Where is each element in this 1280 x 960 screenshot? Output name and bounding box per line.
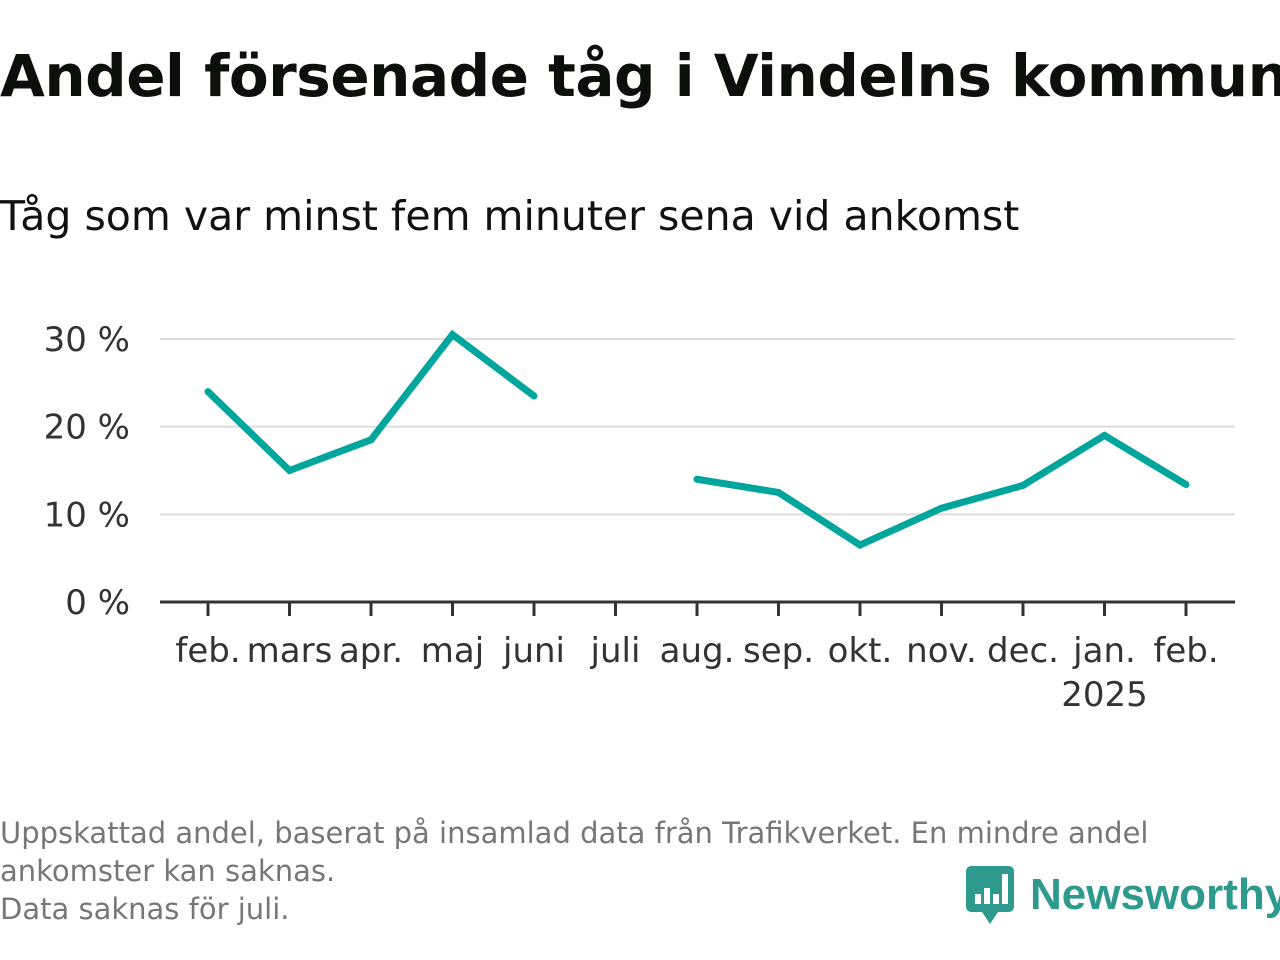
x-tick-label: okt. (828, 631, 893, 671)
x-tick-label: juni (502, 631, 565, 671)
chart-footnote: Uppskattad andel, baserat på insamlad da… (0, 814, 1270, 928)
x-tick-label: mars (247, 631, 333, 671)
line-chart: 0 %10 %20 %30 % feb. mars apr. maj juni juli a… (44, 320, 1235, 715)
y-tick-label: 10 % (44, 495, 130, 535)
footnote-line-missing: ankomster kan saknas. (0, 854, 336, 888)
chart-title: Andel försenade tåg i Vindelns kommun (0, 42, 1280, 110)
chart-subtitle: Tåg som var minst fem minuter sena vid a… (0, 192, 1020, 240)
x-tick-label: jan. (1072, 631, 1136, 671)
y-axis-tick-labels: 0 % 10 % 20 % 30 % (44, 320, 130, 623)
y-tick-label: 20 % (44, 408, 130, 448)
x-tick-label: apr. (339, 631, 403, 671)
brand-name: Newsworthy (1030, 870, 1280, 919)
grid-lines (160, 338, 1235, 516)
x-tick-year-label: 2025 (1061, 675, 1148, 715)
y-tick-label: 30 % (44, 320, 130, 360)
newsworthy-brand[interactable]: Newsworthy (964, 862, 1280, 928)
footnote-line-source: Uppskattad andel, baserat på insamlad da… (0, 816, 1149, 850)
x-tick-label: feb. (1153, 631, 1218, 671)
x-tick-label: nov. (906, 631, 977, 671)
x-tick-label: feb. (175, 631, 240, 671)
y-tick-label: 0 % (65, 583, 130, 623)
newsworthy-logo-icon (966, 866, 1014, 924)
x-tick-label: aug. (660, 631, 735, 671)
x-tick-label: juli (590, 631, 641, 671)
x-axis-tick-labels: feb. mars apr. maj juni juli aug. sep. okt. nov. d… (175, 631, 1218, 715)
series-line-segment (696, 431, 1188, 549)
x-tick-label: sep. (743, 631, 814, 671)
x-tick-label: dec. (987, 631, 1059, 671)
series-lines (204, 329, 1190, 549)
x-tick-label: maj (421, 631, 484, 671)
footnote-line-july: Data saknas för juli. (0, 892, 290, 926)
series-line-segment (205, 329, 537, 475)
x-axis (160, 600, 1235, 616)
